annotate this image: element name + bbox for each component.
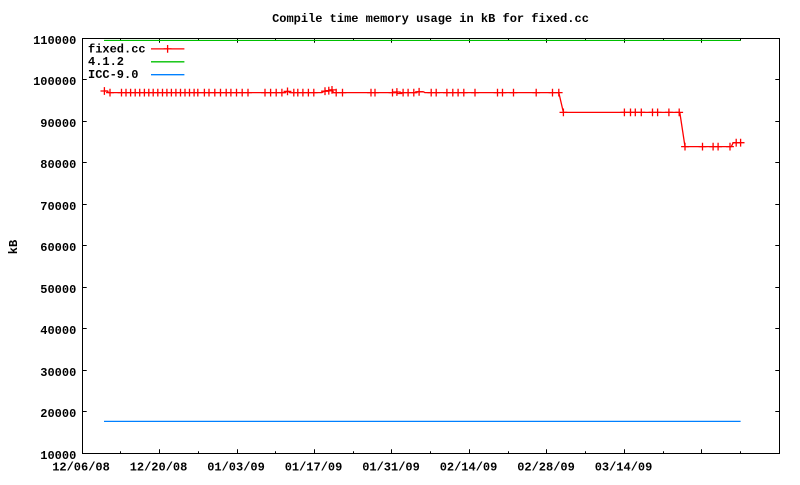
svg-text:Compile time memory usage in k: Compile time memory usage in kB for fixe…	[272, 12, 589, 26]
svg-text:fixed.cc: fixed.cc	[88, 42, 146, 56]
svg-text:50000: 50000	[40, 283, 76, 297]
svg-text:03/14/09: 03/14/09	[595, 461, 653, 475]
svg-text:4.1.2: 4.1.2	[88, 55, 124, 69]
svg-text:110000: 110000	[33, 34, 76, 48]
svg-text:02/14/09: 02/14/09	[440, 461, 498, 475]
svg-text:01/03/09: 01/03/09	[207, 461, 265, 475]
svg-text:10000: 10000	[40, 449, 76, 463]
svg-text:60000: 60000	[40, 241, 76, 255]
svg-text:100000: 100000	[33, 75, 76, 89]
svg-text:20000: 20000	[40, 407, 76, 421]
svg-text:30000: 30000	[40, 366, 76, 380]
svg-text:kB: kB	[7, 240, 21, 254]
svg-text:80000: 80000	[40, 158, 76, 172]
svg-text:01/31/09: 01/31/09	[362, 461, 420, 475]
svg-text:40000: 40000	[40, 324, 76, 338]
svg-text:12/20/08: 12/20/08	[130, 461, 188, 475]
svg-text:02/28/09: 02/28/09	[517, 461, 575, 475]
svg-text:ICC-9.0: ICC-9.0	[88, 68, 138, 82]
svg-text:01/17/09: 01/17/09	[285, 461, 343, 475]
svg-text:12/06/08: 12/06/08	[52, 461, 110, 475]
svg-text:70000: 70000	[40, 200, 76, 214]
svg-text:90000: 90000	[40, 117, 76, 131]
